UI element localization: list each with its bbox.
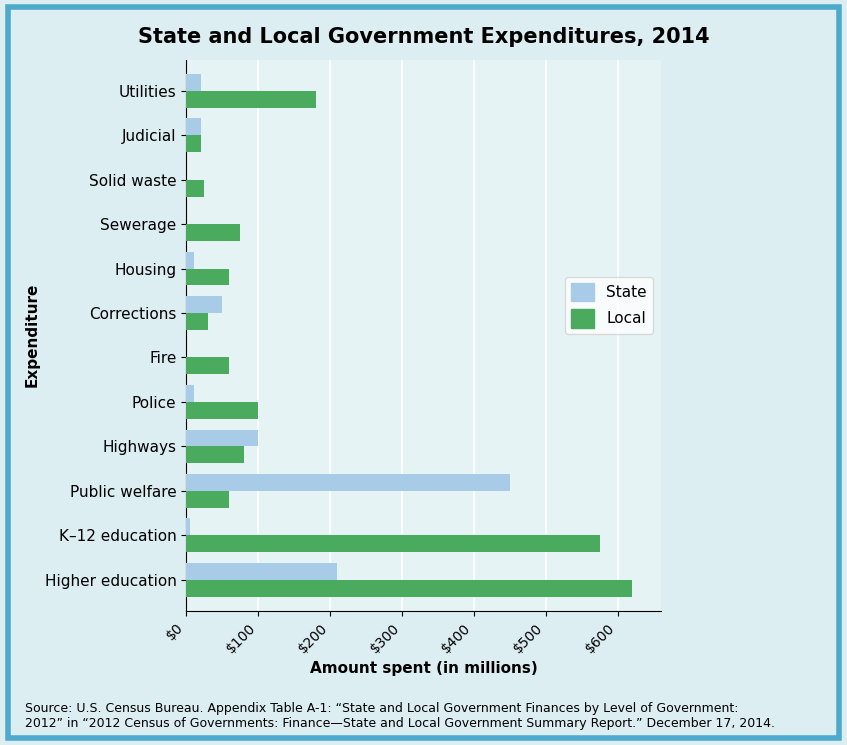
Bar — [186, 385, 193, 402]
Bar — [186, 474, 510, 491]
Bar — [186, 91, 316, 107]
Bar — [186, 313, 208, 330]
Bar — [186, 74, 201, 91]
Bar — [186, 358, 230, 375]
Bar — [186, 118, 201, 135]
Legend: State, Local: State, Local — [565, 276, 653, 334]
Bar — [186, 224, 241, 241]
Bar — [186, 180, 204, 197]
Bar — [186, 580, 632, 597]
Y-axis label: Expenditure: Expenditure — [25, 283, 39, 387]
Bar — [186, 536, 600, 552]
Bar — [186, 135, 201, 152]
Bar — [186, 563, 337, 580]
Text: Source: U.S. Census Bureau. Appendix Table A-1: “State and Local Government Fina: Source: U.S. Census Bureau. Appendix Tab… — [25, 702, 775, 730]
Bar — [186, 491, 230, 508]
X-axis label: Amount spent (in millions): Amount spent (in millions) — [310, 661, 537, 676]
Bar — [186, 296, 222, 313]
Bar — [186, 402, 258, 419]
Bar — [186, 430, 258, 446]
Bar — [186, 519, 190, 536]
Bar — [186, 252, 193, 268]
Title: State and Local Government Expenditures, 2014: State and Local Government Expenditures,… — [138, 27, 709, 47]
Bar — [186, 446, 244, 463]
Bar — [186, 268, 230, 285]
